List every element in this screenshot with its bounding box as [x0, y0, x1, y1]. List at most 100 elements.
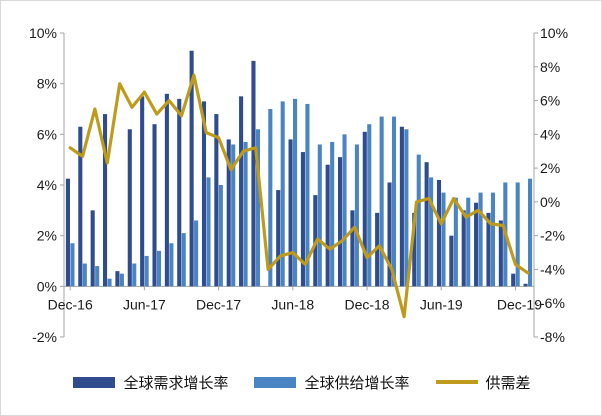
bar-supply — [280, 101, 285, 287]
legend-swatch-supply — [254, 376, 297, 388]
bar-demand — [300, 152, 305, 287]
bar-supply — [181, 233, 186, 287]
x-tick-label: Dec-18 — [344, 296, 389, 312]
bar-demand — [164, 93, 169, 287]
right-tick-label: 10% — [540, 25, 568, 41]
x-tick-label: Dec-16 — [48, 296, 93, 312]
bar-demand — [214, 114, 219, 287]
right-tick-label: -2% — [540, 228, 565, 244]
bar-supply — [305, 103, 310, 287]
bar-demand — [325, 164, 330, 287]
bar-demand — [387, 182, 392, 287]
bar-supply — [441, 192, 446, 287]
bar-supply — [82, 263, 87, 287]
bar-supply — [466, 197, 471, 287]
x-tick-label: Jun-17 — [123, 296, 166, 312]
bar-demand — [338, 157, 343, 287]
combo-chart: -2% 0% 2% 4% 6% 8% 10% -8% -6% -4% -2% 0% 2% 4% 6% 8% 10… — [29, 25, 568, 345]
bar-demand — [424, 162, 429, 287]
bar-supply — [255, 129, 260, 287]
left-tick-label: 8% — [37, 76, 57, 92]
bar-demand — [115, 271, 120, 287]
bar-demand — [399, 126, 404, 287]
bar-supply — [429, 177, 434, 287]
x-tick-label: Jun-18 — [271, 296, 314, 312]
bar-demand — [498, 220, 503, 287]
bar-demand — [511, 273, 516, 287]
bar-demand — [177, 98, 182, 287]
bar-supply — [95, 266, 100, 287]
bar-demand — [362, 131, 367, 287]
bar-demand — [461, 210, 466, 287]
legend-item-demand: 全球需求增长率 — [73, 372, 228, 393]
legend-swatch-demand — [73, 376, 116, 388]
bar-supply — [169, 243, 174, 287]
bar-demand — [486, 212, 491, 287]
bar-supply — [107, 278, 112, 287]
legend-item-supply: 全球供给增长率 — [254, 372, 410, 393]
bar-supply — [156, 250, 162, 287]
legend-label-demand: 全球需求增长率 — [123, 373, 229, 392]
bars — [65, 50, 533, 287]
bar-supply — [144, 255, 149, 287]
line-series — [68, 73, 530, 319]
bar-demand — [65, 178, 70, 287]
bar-demand — [251, 60, 256, 287]
line-gap — [68, 73, 530, 319]
bar-demand — [90, 210, 95, 287]
left-tick-label: -2% — [32, 329, 57, 345]
bar-supply — [293, 98, 298, 287]
bar-supply — [231, 144, 236, 287]
bar-supply — [132, 263, 137, 287]
x-tick-label: Jun-19 — [420, 296, 463, 312]
legend: 全球需求增长率 全球供给增长率 供需差 — [1, 367, 602, 397]
bar-demand — [78, 126, 83, 287]
bar-supply — [218, 185, 223, 287]
legend-label-gap: 供需差 — [485, 373, 531, 392]
left-tick-label: 2% — [37, 228, 57, 244]
left-tick-label: 6% — [37, 126, 57, 142]
right-tick-label: 8% — [540, 59, 560, 75]
bar-supply — [342, 134, 347, 287]
bar-demand — [474, 202, 479, 287]
bar-supply — [404, 129, 409, 287]
bar-supply — [528, 178, 533, 287]
left-tick-label: 4% — [37, 177, 57, 193]
right-tick-label: 0% — [540, 194, 560, 210]
bar-supply — [119, 273, 124, 287]
left-tick-label: 0% — [37, 278, 57, 294]
bar-supply — [330, 141, 335, 287]
bar-supply — [478, 192, 483, 287]
bar-demand — [201, 101, 207, 287]
left-tick-label: 10% — [29, 25, 57, 41]
bar-demand — [152, 124, 157, 287]
bar-demand — [288, 139, 293, 287]
bar-supply — [206, 177, 211, 287]
bar-supply — [416, 154, 421, 287]
bar-demand — [412, 212, 417, 287]
bar-supply — [70, 243, 75, 287]
bar-supply — [367, 124, 372, 287]
legend-label-supply: 全球供给增长率 — [304, 373, 410, 392]
bar-demand — [350, 210, 355, 287]
bar-demand — [523, 283, 528, 287]
right-tick-label: 4% — [540, 126, 560, 142]
bar-demand — [226, 139, 231, 287]
bar-supply — [391, 116, 397, 287]
right-tick-label: 2% — [540, 160, 560, 176]
bar-supply — [194, 220, 199, 287]
bar-demand — [103, 114, 108, 287]
bar-supply — [453, 197, 458, 287]
bar-supply — [317, 144, 322, 287]
legend-item-gap: 供需差 — [435, 372, 531, 393]
bar-demand — [276, 190, 281, 287]
x-tick-label: Dec-19 — [497, 296, 542, 312]
bar-supply — [515, 182, 520, 287]
bar-supply — [490, 192, 495, 287]
bar-demand — [140, 96, 145, 287]
bar-demand — [239, 96, 244, 287]
bar-demand — [189, 50, 194, 287]
legend-swatch-gap — [435, 380, 478, 384]
bar-demand — [449, 235, 454, 287]
